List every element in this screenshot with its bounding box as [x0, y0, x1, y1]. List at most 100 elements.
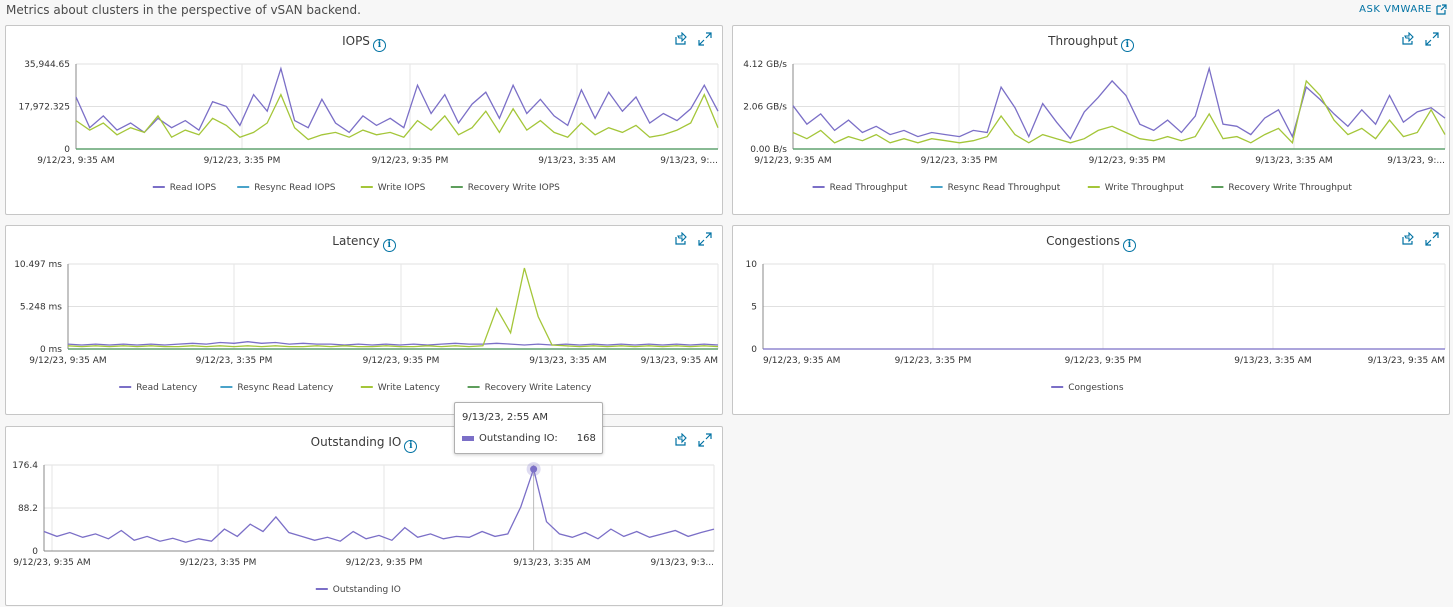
grid — [792, 63, 1446, 150]
page-description: Metrics about clusters in the perspectiv… — [6, 3, 361, 17]
expand-icon[interactable] — [698, 232, 712, 246]
expand-icon[interactable] — [1425, 232, 1439, 246]
export-icon[interactable] — [674, 232, 688, 246]
legend-item[interactable]: Outstanding IO — [315, 585, 401, 595]
x-tick-label: 9/12/23, 9:35 AM — [37, 156, 114, 166]
y-tick-label: 5 — [751, 303, 757, 313]
legend-label: Recovery Write Latency — [485, 383, 592, 393]
series-line — [75, 93, 719, 141]
x-tick-label: 9/13/23, 9:35 AM — [1368, 356, 1445, 366]
legend-item[interactable]: Congestions — [1051, 383, 1124, 393]
legend-label: Resync Read Throughput — [948, 183, 1061, 193]
outstanding-io-chart: 176.4 88.2 09/12/23, 9:35 AM 9/12/23, 3:35 … — [12, 461, 715, 595]
legend: Read IOPS Resync Read IOPS Write IOPS Recov… — [152, 183, 560, 193]
expand-icon[interactable] — [698, 32, 712, 46]
x-tick-label: 9/12/23, 3:35 PM — [921, 156, 998, 166]
y-tick-label: 0 ms — [40, 345, 62, 355]
tooltip-value: 168 — [576, 433, 596, 444]
card-title: IOPS i — [6, 34, 722, 52]
legend-label: Read Throughput — [830, 183, 908, 193]
outstanding-io-card: Outstanding IO i 176.4 88.2 0 9/12/23, 9:35 … — [5, 426, 723, 606]
iops-card: IOPS i 35,944.65 17,972.325 0 9/12/23, 9:35 … — [5, 25, 723, 215]
legend-item[interactable]: Read Latency — [119, 383, 198, 393]
info-icon[interactable]: i — [1120, 39, 1134, 52]
outstanding-io-title: Outstanding IO — [310, 435, 402, 449]
x-tick-label: 9/12/23, 9:35 PM — [363, 356, 440, 366]
legend: Outstanding IO — [315, 585, 401, 595]
legend-item[interactable]: Resync Read IOPS — [237, 183, 336, 193]
info-icon[interactable]: i — [382, 239, 396, 252]
hover-point[interactable] — [530, 465, 538, 473]
y-tick-label: 0 — [64, 145, 70, 155]
ask-vmware-link[interactable]: ASK VMWARE — [1359, 4, 1447, 15]
card-title: Outstanding IO i — [6, 435, 722, 453]
expand-icon[interactable] — [1425, 32, 1439, 46]
info-icon[interactable]: i — [372, 39, 386, 52]
x-tick-label: 9/13/23, 9:... — [1387, 156, 1445, 166]
x-tick-label: 9/12/23, 3:35 PM — [895, 356, 972, 366]
throughput-card: Throughput i 4.12 GB/s 2.06 GB/s 0.00 B/s 9/… — [732, 25, 1450, 215]
x-tick-label: 9/12/23, 3:35 PM — [196, 356, 273, 366]
expand-icon[interactable] — [698, 433, 712, 447]
x-tick-label: 9/13/23, 3:35 AM — [1234, 356, 1311, 366]
tooltip-date: 9/13/23, 2:55 AM — [462, 412, 549, 423]
x-tick-label: 9/12/23, 9:35 PM — [1065, 356, 1142, 366]
card-actions — [1401, 232, 1439, 246]
legend-label: Recovery Write Throughput — [1228, 183, 1352, 193]
legend-item[interactable]: Recovery Write Latency — [467, 383, 592, 393]
legend-label: Write Latency — [378, 383, 441, 393]
legend-item[interactable]: Read Throughput — [812, 183, 908, 193]
series-line — [67, 341, 719, 346]
x-tick-label: 9/12/23, 3:35 PM — [204, 156, 281, 166]
series-line — [792, 79, 1446, 145]
legend-item[interactable]: Recovery Write IOPS — [450, 183, 560, 193]
x-tick-label: 9/13/23, 9:3... — [651, 558, 714, 568]
series-line — [43, 466, 715, 543]
x-tick-label: 9/12/23, 3:35 PM — [180, 558, 257, 568]
x-tick-label: 9/13/23, 9:... — [660, 156, 718, 166]
legend-item[interactable]: Read IOPS — [152, 183, 217, 193]
info-icon[interactable]: i — [1122, 239, 1136, 252]
x-tick-label: 9/13/23, 9:35 AM — [641, 356, 718, 366]
legend-item[interactable]: Write Throughput — [1087, 183, 1184, 193]
y-tick-label: 176.4 — [12, 461, 38, 471]
legend-label: Write IOPS — [378, 183, 426, 193]
congestions-card: Congestions i 10 5 0 9/12/23, 9:35 AM 9/12/23… — [732, 225, 1450, 415]
export-icon[interactable] — [1401, 32, 1415, 46]
legend-item[interactable]: Recovery Write Throughput — [1211, 183, 1352, 193]
legend-label: Resync Read Latency — [237, 383, 334, 393]
y-tick-label: 17,972.325 — [18, 103, 70, 113]
card-actions — [674, 433, 712, 447]
y-tick-label: 10.497 ms — [14, 260, 62, 270]
latency-title: Latency — [332, 234, 380, 248]
y-tick-label: 10 — [746, 260, 758, 270]
y-tick-label: 35,944.65 — [24, 60, 70, 70]
export-icon[interactable] — [674, 32, 688, 46]
series-line — [67, 267, 719, 348]
export-icon[interactable] — [1401, 232, 1415, 246]
series-line — [75, 66, 719, 134]
congestions-chart: 10 5 0 9/12/23, 9:35 AM 9/12/23, 3:35 PM 9/12… — [746, 260, 1446, 393]
x-tick-label: 9/12/23, 9:35 AM — [29, 356, 106, 366]
legend-label: Read IOPS — [170, 183, 217, 193]
legend: Read Latency Resync Read Latency Write Lat… — [119, 383, 592, 393]
legend-item[interactable]: Write Latency — [360, 383, 441, 393]
y-tick-label: 0 — [751, 345, 757, 355]
chart-tooltip: 9/13/23, 2:55 AM Outstanding IO: 168 — [454, 402, 603, 454]
grid — [43, 464, 715, 552]
legend-item[interactable]: Resync Read Latency — [220, 383, 334, 393]
export-icon[interactable] — [674, 433, 688, 447]
y-tick-label: 4.12 GB/s — [743, 60, 787, 70]
latency-card: Latency i 10.497 ms 5.248 ms 0 ms 9/12/23, 9… — [5, 225, 723, 415]
grid — [762, 263, 1446, 350]
legend-item[interactable]: Resync Read Throughput — [930, 183, 1061, 193]
y-tick-label: 2.06 GB/s — [743, 103, 787, 113]
legend-item[interactable]: Write IOPS — [360, 183, 426, 193]
iops-chart: 35,944.65 17,972.325 09/12/23, 9:35 AM 9/12… — [18, 60, 719, 193]
x-tick-label: 9/12/23, 9:35 AM — [13, 558, 90, 568]
info-icon[interactable]: i — [404, 440, 418, 453]
x-tick-label: 9/12/23, 9:35 AM — [763, 356, 840, 366]
x-tick-label: 9/12/23, 9:35 AM — [754, 156, 831, 166]
x-tick-label: 9/12/23, 9:35 PM — [346, 558, 423, 568]
grid — [67, 263, 719, 350]
